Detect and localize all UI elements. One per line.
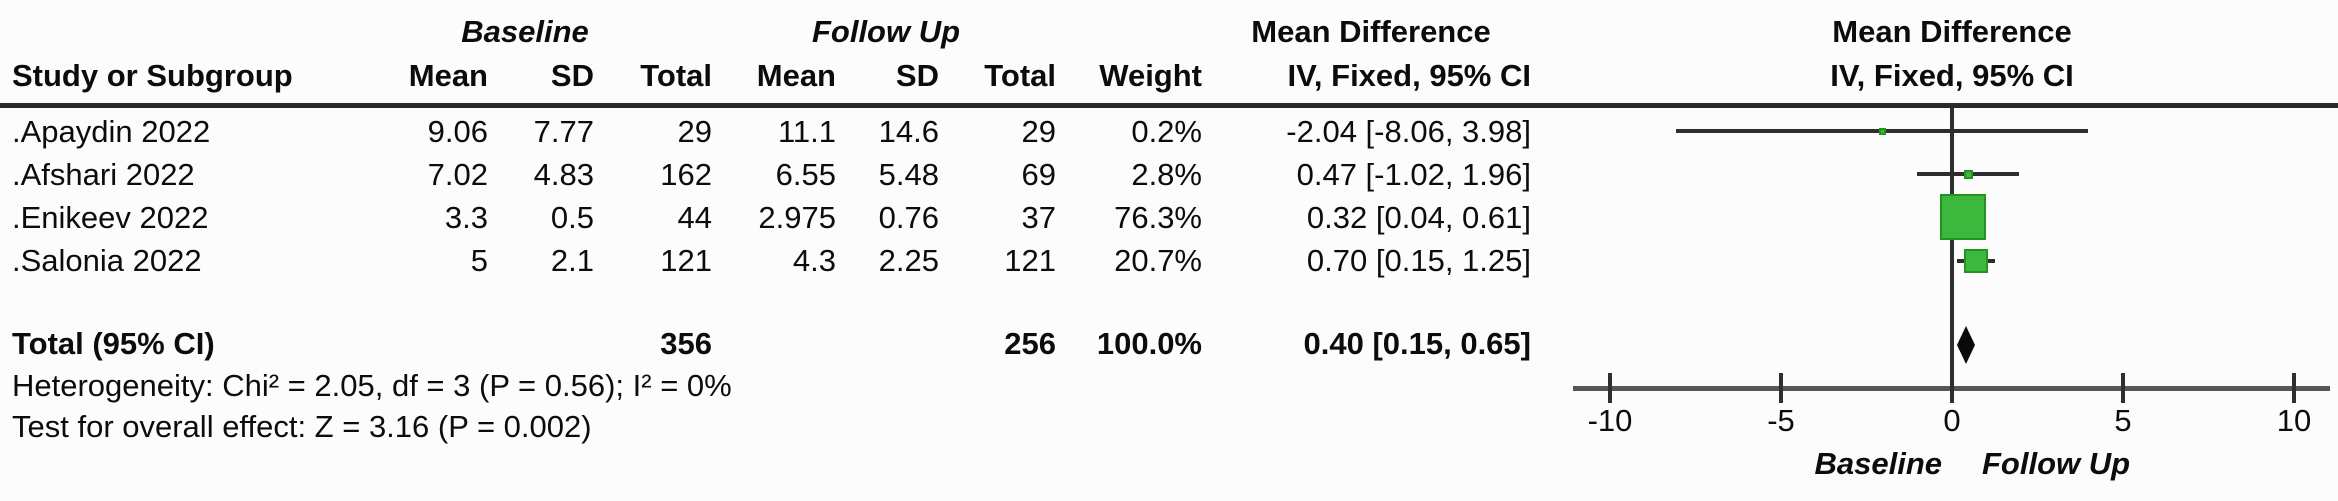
col-header-study: Study or Subgroup [12,58,293,93]
col-header-followup-total: Total [984,58,1056,93]
axis-tick-label--10: -10 [1587,403,1633,438]
cell-ci-row3: 0.32 [0.04, 0.61] [1306,200,1531,235]
axis-label-baseline: Baseline [1814,446,1942,481]
cell-weight-row4: 20.7% [1114,243,1202,278]
effect-square-row3 [1940,194,1986,240]
cell-b_total-row2: 162 [660,157,712,192]
mean-difference-header-text-col: Mean Difference [1251,14,1491,49]
cell-b_sd-row3: 0.5 [550,200,594,235]
cell-ci-row1: -2.04 [-8.06, 3.98] [1286,114,1531,149]
axis-tick-label-10: 10 [2276,403,2312,438]
cell-weight-row2: 2.8% [1131,157,1202,192]
cell-study-row4: .Salonia 2022 [12,243,202,278]
axis-label-follow-up: Follow Up [1982,446,2131,481]
zero-effect-line [1950,108,1954,390]
cell-study-row1: .Apaydin 2022 [12,114,211,149]
cell-f_total-row4: 121 [1004,243,1056,278]
cell-ci-row2: 0.47 [-1.02, 1.96] [1296,157,1531,192]
follow-up-group-header: Follow Up [811,14,961,49]
effect-square-row2 [1964,170,1973,179]
col-header-iv-fixed-plot: IV, Fixed, 95% CI [1830,58,2074,93]
cell-b_mean-row2: 7.02 [427,157,488,192]
cell-b_mean-row4: 5 [470,243,488,278]
cell-b_sd-row1: 7.77 [533,114,594,149]
axis-tick-label--5: -5 [1767,403,1795,438]
axis-tick--10 [1608,373,1612,403]
overall-effect-text: Test for overall effect: Z = 3.16 (P = 0… [12,409,592,444]
cell-f_mean-row4: 4.3 [792,243,836,278]
axis-tick-label-0: 0 [1943,403,1961,438]
cell-b_sd-row4: 2.1 [550,243,594,278]
mean-difference-header-plot-col: Mean Difference [1832,14,2072,49]
cell-total-baseline-n: 356 [660,326,712,361]
cell-weight-row3: 76.3% [1114,200,1202,235]
col-header-weight: Weight [1099,58,1202,93]
cell-b_total-row1: 29 [677,114,712,149]
cell-study-row3: .Enikeev 2022 [12,200,209,235]
axis-tick--5 [1779,373,1783,403]
cell-f_mean-row3: 2.975 [758,200,836,235]
axis-tick-5 [2121,373,2125,403]
col-header-baseline-mean: Mean [408,58,488,93]
cell-f_total-row2: 69 [1021,157,1056,192]
axis-tick-10 [2292,373,2296,403]
cell-b_mean-row3: 3.3 [444,200,488,235]
cell-f_total-row1: 29 [1021,114,1056,149]
cell-b_total-row3: 44 [677,200,712,235]
cell-total-followup-n: 256 [1004,326,1056,361]
cell-total-label: Total (95% CI) [12,326,215,361]
effect-square-row4 [1964,249,1988,273]
col-header-followup-sd: SD [895,58,939,93]
cell-f_mean-row2: 6.55 [775,157,836,192]
cell-f_sd-row3: 0.76 [878,200,939,235]
cell-b_total-row4: 121 [660,243,712,278]
col-header-iv-fixed-text: IV, Fixed, 95% CI [1287,58,1531,93]
axis-tick-0 [1950,373,1954,403]
cell-b_mean-row1: 9.06 [427,114,488,149]
cell-f_sd-row2: 5.48 [878,157,939,192]
header-separator-line [0,103,2338,108]
axis-tick-label-5: 5 [2114,403,2132,438]
cell-total-ci: 0.40 [0.15, 0.65] [1303,326,1532,361]
col-header-baseline-total: Total [640,58,712,93]
cell-f_sd-row4: 2.25 [878,243,939,278]
cell-weight-row1: 0.2% [1131,114,1202,149]
effect-square-row1 [1879,128,1886,135]
cell-f_mean-row1: 11.1 [777,114,836,149]
baseline-group-header: Baseline [461,14,589,49]
cell-b_sd-row2: 4.83 [533,157,594,192]
cell-f_total-row3: 37 [1021,200,1056,235]
pooled-effect-diamond [1957,326,1975,364]
cell-ci-row4: 0.70 [0.15, 1.25] [1306,243,1531,278]
cell-study-row2: .Afshari 2022 [12,157,195,192]
cell-total-weight: 100.0% [1096,326,1202,361]
cell-f_sd-row1: 14.6 [878,114,939,149]
col-header-followup-mean: Mean [756,58,836,93]
col-header-baseline-sd: SD [550,58,594,93]
heterogeneity-text: Heterogeneity: Chi² = 2.05, df = 3 (P = … [12,368,732,403]
